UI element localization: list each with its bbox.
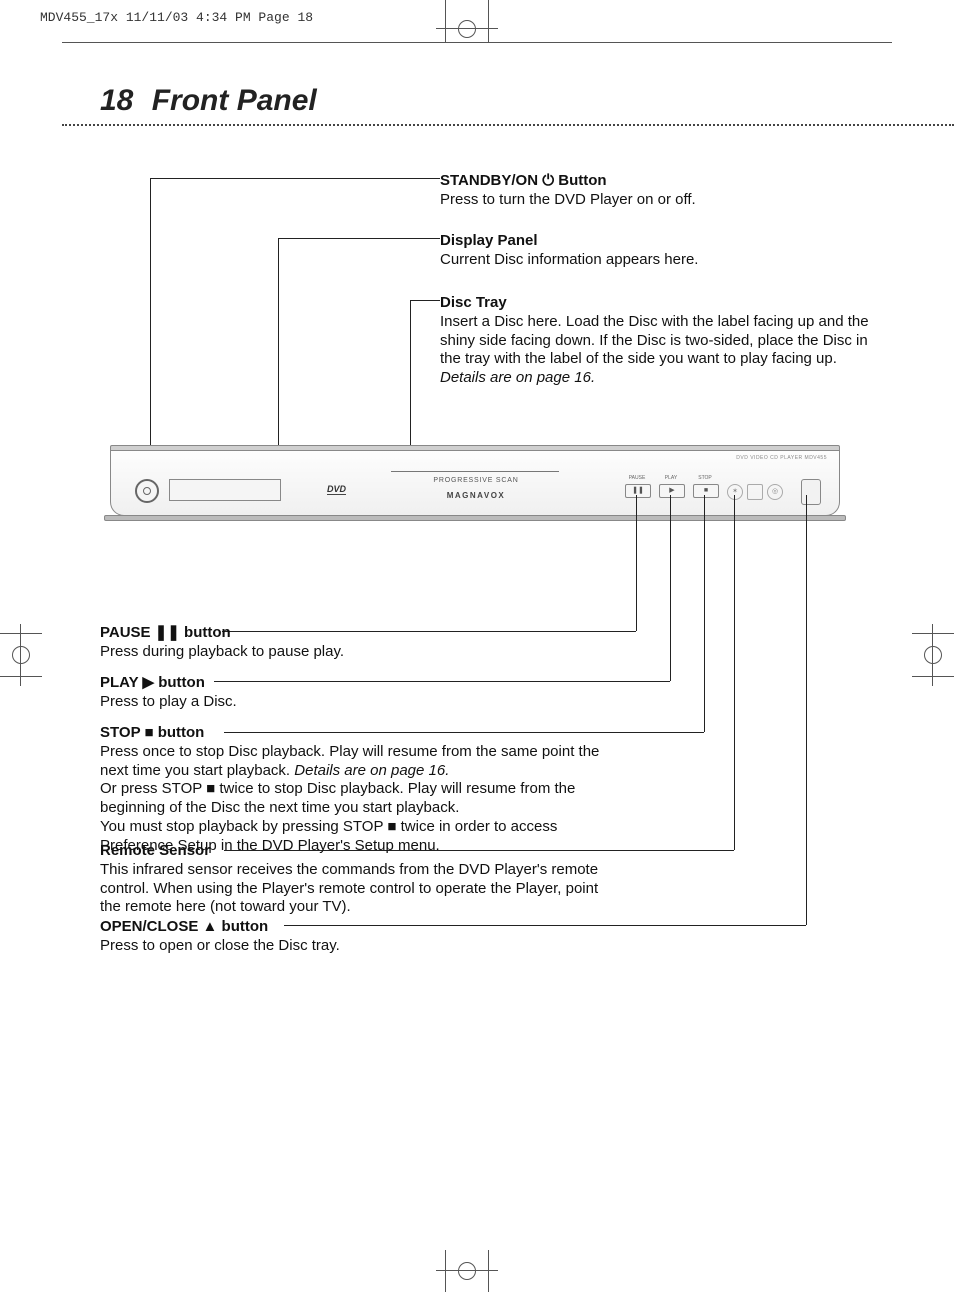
- play-callout: PLAY ▶ button Press to play a Disc.: [100, 674, 237, 712]
- open-close-heading: OPEN/CLOSE ▲ button: [100, 918, 268, 935]
- display-panel-body: Current Disc information appears here.: [440, 251, 698, 268]
- page-title-text: Front Panel: [152, 84, 317, 117]
- standby-body: Press to turn the DVD Player on or off.: [440, 191, 696, 208]
- stop-line1b: Details are on page 16.: [294, 762, 449, 779]
- page-number: 18: [100, 84, 133, 117]
- player-body: DVD VIDEO CD PLAYER MDV455 DVD PROGRESSI…: [110, 451, 840, 516]
- cd-icon: ◎: [767, 484, 783, 500]
- open-close-button: [801, 479, 821, 505]
- standby-callout: STANDBY/ON ⏻ Button Press to turn the DV…: [440, 172, 696, 210]
- standby-heading: STANDBY/ON ⏻ Button: [440, 172, 607, 189]
- leader-display-h: [278, 238, 440, 239]
- play-body: Press to play a Disc.: [100, 693, 237, 710]
- crop-mark-left: [0, 633, 42, 677]
- disc-tray-line: [391, 471, 559, 472]
- open-close-callout: OPEN/CLOSE ▲ button Press to open or clo…: [100, 918, 340, 956]
- stop-callout: STOP ■ button Press once to stop Disc pl…: [100, 724, 600, 855]
- stop-btn-label: STOP: [693, 475, 717, 481]
- print-header: MDV455_17x 11/11/03 4:34 PM Page 18: [40, 10, 313, 25]
- remote-heading: Remote Sensor: [100, 842, 210, 859]
- pause-btn-label: PAUSE: [625, 475, 649, 481]
- stop-line2: Or press STOP ■ twice to stop Disc playb…: [100, 780, 575, 816]
- leader-pause-v: [636, 495, 637, 631]
- play-btn-label: PLAY: [659, 475, 683, 481]
- display-panel-heading: Display Panel: [440, 232, 538, 249]
- leader-standby-v: [150, 178, 151, 478]
- dolby-icon: [747, 484, 763, 500]
- page-border-top: [62, 42, 892, 43]
- display-window: [169, 479, 281, 501]
- open-close-body: Press to open or close the Disc tray.: [100, 937, 340, 954]
- disc-tray-detail: Details are on page 16.: [440, 369, 595, 386]
- leader-play-v: [670, 495, 671, 681]
- brand-label: MAGNAVOX: [421, 491, 531, 500]
- crop-mark-bottom: [445, 1250, 489, 1292]
- progressive-scan-label: PROGRESSIVE SCAN: [421, 477, 531, 484]
- leader-standby-h: [150, 178, 440, 179]
- leader-tray-h: [410, 300, 440, 301]
- play-button: ▶: [659, 484, 685, 498]
- crop-mark-right: [912, 633, 954, 677]
- player-model-text: DVD VIDEO CD PLAYER MDV455: [736, 455, 827, 461]
- dvd-player-illustration: DVD VIDEO CD PLAYER MDV455 DVD PROGRESSI…: [110, 445, 840, 516]
- remote-sensor-icon: ✶: [727, 484, 743, 500]
- dotted-rule: [62, 124, 954, 126]
- leader-display-v: [278, 238, 279, 478]
- disc-tray-callout: Disc Tray Insert a Disc here. Load the D…: [440, 294, 870, 388]
- leader-stop-v: [704, 495, 705, 732]
- leader-tray-v: [410, 300, 411, 468]
- stop-button: ■: [693, 484, 719, 498]
- remote-body: This infrared sensor receives the comman…: [100, 861, 598, 916]
- stop-heading: STOP ■ button: [100, 724, 204, 741]
- dvd-logo: DVD: [327, 484, 346, 495]
- display-panel-callout: Display Panel Current Disc information a…: [440, 232, 698, 270]
- leader-open-h: [284, 925, 806, 926]
- page-title: 18 Front Panel: [100, 84, 317, 118]
- leader-play-h: [214, 681, 670, 682]
- pause-body: Press during playback to pause play.: [100, 643, 344, 660]
- pause-heading: PAUSE ❚❚ button: [100, 624, 231, 641]
- pause-callout: PAUSE ❚❚ button Press during playback to…: [100, 624, 344, 662]
- disc-tray-body: Insert a Disc here. Load the Disc with t…: [440, 313, 869, 368]
- disc-tray-heading: Disc Tray: [440, 294, 507, 311]
- power-button: [135, 479, 159, 503]
- leader-open-v: [806, 495, 807, 925]
- pause-button: ❚❚: [625, 484, 651, 498]
- leader-remote-v: [734, 495, 735, 850]
- play-heading: PLAY ▶ button: [100, 674, 205, 691]
- remote-callout: Remote Sensor This infrared sensor recei…: [100, 842, 600, 917]
- crop-mark-top: [445, 0, 489, 42]
